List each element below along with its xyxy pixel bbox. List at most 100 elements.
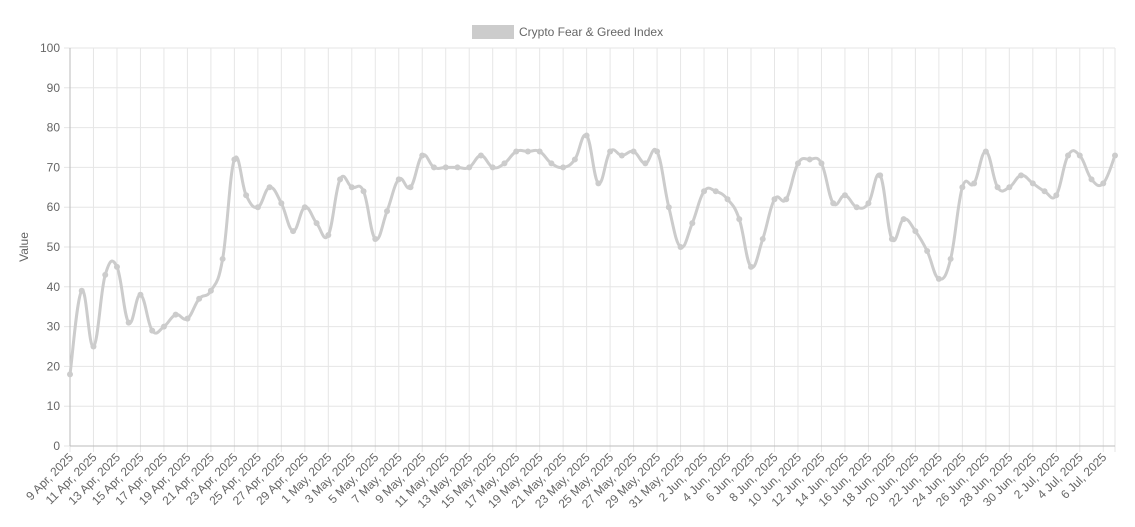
data-point — [783, 196, 790, 203]
data-point — [78, 287, 85, 294]
data-point — [865, 200, 872, 207]
data-point — [184, 315, 191, 322]
data-point — [560, 164, 567, 171]
data-point — [736, 216, 743, 223]
data-point — [924, 247, 931, 254]
data-point — [701, 188, 708, 195]
data-point — [313, 220, 320, 227]
data-point — [818, 160, 825, 167]
data-point — [806, 156, 813, 163]
data-point — [254, 204, 261, 211]
data-point — [524, 148, 531, 155]
data-point — [384, 208, 391, 215]
data-point — [243, 192, 250, 199]
data-point — [325, 232, 332, 239]
data-point — [900, 216, 907, 223]
data-point — [1053, 192, 1060, 199]
data-point — [348, 184, 355, 191]
data-point — [642, 160, 649, 167]
data-point — [583, 132, 590, 139]
data-point — [372, 236, 379, 243]
data-point — [301, 204, 308, 211]
data-point — [853, 204, 860, 211]
data-point — [724, 196, 731, 203]
data-point — [830, 200, 837, 207]
data-point — [266, 184, 273, 191]
data-point — [630, 148, 637, 155]
data-point — [149, 327, 156, 334]
data-point — [548, 160, 555, 167]
data-point — [665, 204, 672, 211]
data-point — [607, 148, 614, 155]
data-point — [90, 343, 97, 350]
data-point — [477, 152, 484, 159]
data-point — [1006, 184, 1013, 191]
data-point — [748, 263, 755, 270]
data-line — [68, 133, 1117, 375]
data-point — [982, 148, 989, 155]
data-point — [1112, 152, 1118, 159]
data-point — [618, 152, 625, 159]
data-point — [1100, 180, 1107, 187]
data-point — [231, 156, 238, 163]
data-point — [771, 196, 778, 203]
y-axis-label: Value — [17, 232, 31, 262]
y-tick-label: 20 — [47, 359, 61, 373]
data-point — [794, 160, 801, 167]
data-point — [677, 244, 684, 250]
data-point — [571, 156, 578, 163]
y-tick-label: 70 — [47, 160, 61, 174]
data-point — [935, 275, 942, 282]
data-point — [759, 236, 766, 243]
data-point — [113, 263, 120, 270]
y-tick-label: 10 — [47, 399, 61, 413]
data-point — [337, 176, 344, 183]
y-tick-label: 0 — [53, 439, 60, 453]
data-point — [442, 164, 449, 171]
data-point — [219, 255, 226, 262]
y-tick-label: 30 — [47, 320, 61, 334]
data-point — [125, 319, 132, 326]
y-tick-label: 80 — [47, 121, 61, 135]
data-point — [207, 287, 214, 294]
data-point — [1076, 152, 1083, 159]
data-point — [1041, 188, 1048, 195]
data-point — [971, 180, 978, 187]
data-point — [1065, 152, 1072, 159]
y-tick-label: 100 — [40, 41, 60, 55]
data-point — [947, 255, 954, 262]
data-point — [102, 271, 109, 278]
y-tick-label: 40 — [47, 280, 61, 294]
data-point — [654, 148, 661, 155]
data-point — [360, 188, 367, 195]
data-point — [137, 291, 144, 298]
data-point — [454, 164, 461, 171]
legend-label: Crypto Fear & Greed Index — [519, 25, 663, 39]
data-point — [912, 228, 919, 235]
data-point — [877, 172, 884, 179]
data-point — [501, 160, 508, 167]
data-point — [196, 295, 203, 302]
data-point — [841, 192, 848, 199]
data-point — [712, 188, 719, 195]
data-point — [67, 371, 73, 378]
data-point — [466, 164, 473, 171]
data-point — [689, 220, 696, 227]
data-point — [407, 184, 414, 191]
data-point — [1018, 172, 1025, 179]
data-point — [172, 311, 179, 318]
y-tick-label: 60 — [47, 200, 61, 214]
legend-swatch — [472, 25, 514, 39]
data-point — [888, 236, 895, 243]
y-tick-label: 50 — [47, 240, 61, 254]
data-point — [536, 148, 543, 155]
data-point — [513, 148, 520, 155]
data-point — [395, 176, 402, 183]
y-tick-label: 90 — [47, 81, 61, 95]
data-point — [290, 228, 297, 235]
data-point — [160, 323, 167, 330]
data-point — [419, 152, 426, 159]
data-point — [489, 164, 496, 171]
data-point — [994, 184, 1001, 191]
